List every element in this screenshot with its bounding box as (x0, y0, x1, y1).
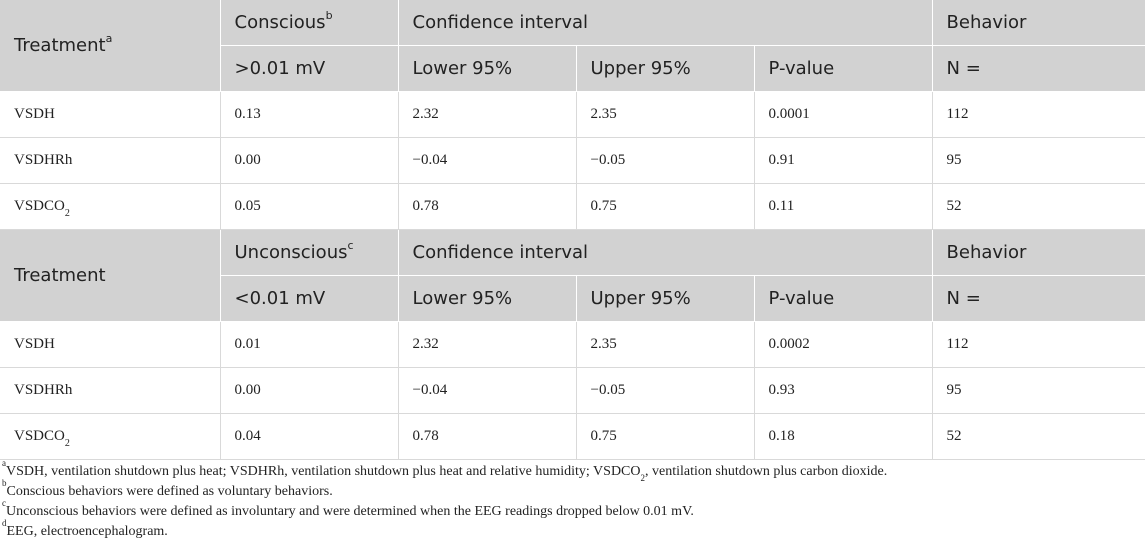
value-cell: 0.01 (220, 321, 399, 368)
p-value-cell: 0.0002 (754, 321, 933, 368)
results-table: Treatmenta Consciousb Confidence interva… (0, 0, 1145, 460)
lower-cell: 2.32 (398, 91, 577, 138)
p-value-cell: 0.11 (754, 183, 933, 230)
upper-cell: −0.05 (576, 367, 755, 414)
confidence-interval-header: Confidence interval (398, 0, 933, 46)
header-row: Treatment Unconsciousc Confidence interv… (0, 229, 1145, 322)
n-header: N = (932, 275, 1145, 322)
threshold-header: >0.01 mV (220, 45, 399, 92)
lower-cell: 0.78 (398, 413, 577, 460)
n-cell: 52 (932, 413, 1145, 460)
treatment-cell: VSDH (0, 321, 221, 368)
table-row: VSDCO2 0.05 0.78 0.75 0.11 52 (0, 183, 1145, 230)
treatment-cell: VSDCO2 (0, 413, 221, 460)
unconscious-header: Unconsciousc (220, 229, 399, 276)
p-value-cell: 0.91 (754, 137, 933, 184)
p-value-cell: 0.93 (754, 367, 933, 414)
treatment-header: Treatment (0, 229, 221, 322)
treatment-cell: VSDHRh (0, 137, 221, 184)
upper-95-header: Upper 95% (576, 45, 755, 92)
table-row: VSDH 0.13 2.32 2.35 0.0001 112 (0, 91, 1145, 138)
n-cell: 112 (932, 321, 1145, 368)
table-row: VSDHRh 0.00 −0.04 −0.05 0.91 95 (0, 137, 1145, 184)
lower-95-header: Lower 95% (398, 45, 577, 92)
n-cell: 52 (932, 183, 1145, 230)
upper-cell: 2.35 (576, 91, 755, 138)
treatment-cell: VSDCO2 (0, 183, 221, 230)
footnotes: aVSDH, ventilation shutdown plus heat; V… (2, 458, 1142, 542)
table-row: VSDCO2 0.04 0.78 0.75 0.18 52 (0, 413, 1145, 460)
n-cell: 95 (932, 367, 1145, 414)
treatment-cell: VSDH (0, 91, 221, 138)
lower-cell: −0.04 (398, 367, 577, 414)
footnote-a: aVSDH, ventilation shutdown plus heat; V… (2, 458, 888, 483)
value-cell: 0.04 (220, 413, 399, 460)
value-cell: 0.05 (220, 183, 399, 230)
p-value-header: P-value (754, 45, 933, 92)
header-row: Treatmenta Consciousb Confidence interva… (0, 0, 1145, 92)
upper-cell: −0.05 (576, 137, 755, 184)
table-row: VSDH 0.01 2.32 2.35 0.0002 112 (0, 321, 1145, 368)
lower-95-header: Lower 95% (398, 275, 577, 322)
value-cell: 0.13 (220, 91, 399, 138)
subheader-row: <0.01 mV Lower 95% Upper 95% P-value N = (0, 275, 1145, 322)
upper-cell: 0.75 (576, 183, 755, 230)
n-header: N = (932, 45, 1145, 92)
footnote-d: dEEG, electroencephalogram. (2, 518, 168, 539)
value-cell: 0.00 (220, 137, 399, 184)
n-cell: 95 (932, 137, 1145, 184)
upper-95-header: Upper 95% (576, 275, 755, 322)
table-row: VSDHRh 0.00 −0.04 −0.05 0.93 95 (0, 367, 1145, 414)
lower-cell: −0.04 (398, 137, 577, 184)
n-cell: 112 (932, 91, 1145, 138)
p-value-cell: 0.18 (754, 413, 933, 460)
upper-cell: 2.35 (576, 321, 755, 368)
value-cell: 0.00 (220, 367, 399, 414)
footnote-c: cUnconscious behaviors were defined as i… (2, 498, 694, 519)
conscious-header: Consciousb (220, 0, 399, 46)
lower-cell: 2.32 (398, 321, 577, 368)
subheader-row: >0.01 mV Lower 95% Upper 95% P-value N = (0, 45, 1145, 92)
threshold-header: <0.01 mV (220, 275, 399, 322)
p-value-header: P-value (754, 275, 933, 322)
behavior-header: Behavior (932, 0, 1145, 46)
treatment-header: Treatmenta (0, 0, 221, 92)
footnote-b: bConscious behaviors were defined as vol… (2, 478, 333, 499)
behavior-header: Behavior (932, 229, 1145, 276)
confidence-interval-header: Confidence interval (398, 229, 933, 276)
treatment-cell: VSDHRh (0, 367, 221, 414)
p-value-cell: 0.0001 (754, 91, 933, 138)
upper-cell: 0.75 (576, 413, 755, 460)
lower-cell: 0.78 (398, 183, 577, 230)
